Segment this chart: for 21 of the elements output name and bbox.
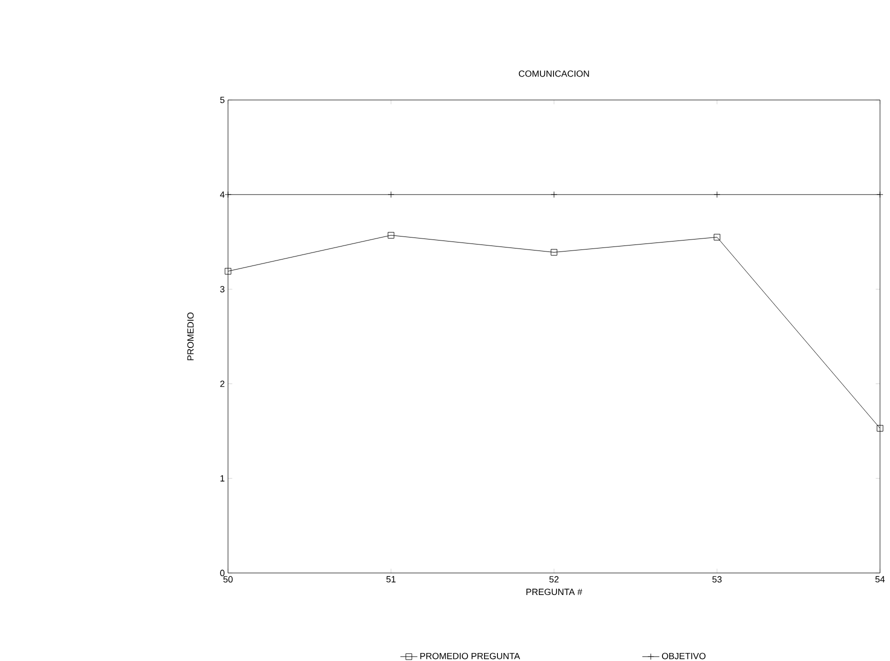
point — [714, 234, 720, 240]
point — [388, 232, 394, 239]
y-tick-label: 1 — [220, 475, 224, 482]
x-tick-label: 51 — [386, 576, 396, 582]
y-tick-label: 5 — [220, 96, 224, 104]
point — [876, 424, 884, 432]
x-axis-title: PREGUNTA # — [526, 588, 582, 596]
chart-title: COMUNICACION — [518, 70, 589, 77]
legend-label: OBJETIVO — [662, 652, 706, 660]
y-tick-label: 2 — [220, 380, 224, 387]
x-tick-label: 53 — [712, 576, 722, 583]
y-tick-label: 3 — [220, 286, 224, 292]
y-tick-label: 4 — [220, 192, 225, 198]
x-tick-label: 52 — [549, 576, 559, 583]
x-tick-label: 54 — [875, 576, 885, 582]
y-tick-label: 0 — [220, 570, 224, 576]
x-tick-label: 50 — [223, 576, 233, 583]
y-axis-title: PROMEDIO — [187, 312, 194, 360]
point — [550, 249, 558, 256]
point — [224, 268, 232, 274]
legend-label: PROMEDIO PREGUNTA — [420, 652, 520, 660]
